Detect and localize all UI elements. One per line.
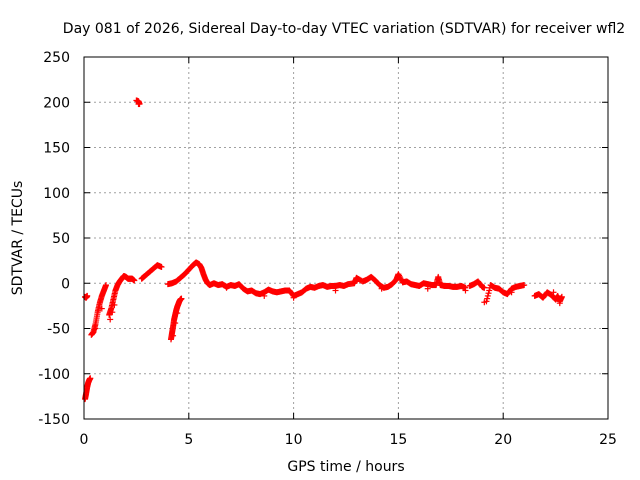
data-point — [261, 292, 268, 299]
x-tick-label: 5 — [184, 432, 193, 448]
data-point — [554, 294, 561, 301]
y-tick-label: -50 — [47, 322, 70, 338]
data-point — [484, 295, 491, 302]
x-tick-label: 20 — [494, 432, 512, 448]
points-layer — [82, 97, 565, 403]
x-tick-label: 25 — [599, 432, 617, 448]
data-point — [424, 285, 431, 292]
data-point — [556, 300, 563, 307]
data-point — [332, 287, 339, 294]
ticks-layer — [83, 56, 609, 420]
data-point — [486, 287, 493, 294]
data-point — [84, 292, 91, 299]
y-tick-label: 200 — [43, 95, 70, 111]
data-point — [550, 289, 557, 296]
y-tick-label: 250 — [43, 50, 70, 66]
y-tick-label: -100 — [38, 367, 70, 383]
data-point — [98, 305, 105, 312]
data-point — [92, 325, 99, 332]
data-point — [396, 272, 403, 279]
data-point — [131, 277, 138, 284]
data-point — [396, 273, 403, 280]
y-axis-label: SDTVAR / TECUs — [10, 181, 26, 296]
data-point — [508, 289, 515, 296]
data-point — [481, 299, 488, 306]
data-point — [558, 293, 565, 300]
data-point — [174, 310, 181, 317]
data-point — [172, 320, 179, 327]
data-point — [462, 287, 469, 294]
x-tick-label: 0 — [80, 432, 89, 448]
y-tick-label: -150 — [38, 412, 70, 428]
data-point — [135, 101, 142, 108]
data-point — [521, 282, 528, 289]
x-axis-label: GPS time / hours — [287, 459, 404, 475]
data-point — [103, 282, 110, 289]
y-tick-label: 0 — [61, 276, 70, 292]
data-point — [109, 309, 116, 316]
data-point — [397, 275, 404, 282]
data-point — [223, 284, 230, 291]
data-point — [481, 284, 488, 291]
data-point — [395, 271, 402, 278]
grid-layer — [84, 57, 608, 419]
tick-labels-layer: 0 5 10 15 20 25 250 200 150 100 50 0 -50 -100 -150 — [38, 50, 617, 448]
x-tick-label: 10 — [285, 432, 303, 448]
data-point — [87, 375, 94, 382]
data-point — [107, 316, 114, 323]
chart-title: Day 081 of 2026, Sidereal Day-to-day VTE… — [63, 21, 625, 37]
data-point — [378, 285, 385, 292]
data-point — [111, 301, 118, 308]
data-point — [484, 292, 491, 299]
x-tick-label: 15 — [389, 432, 407, 448]
y-tick-label: 50 — [52, 231, 70, 247]
y-tick-label: 150 — [43, 141, 70, 157]
data-point — [290, 294, 297, 301]
y-tick-label: 100 — [43, 186, 70, 202]
data-point — [485, 290, 492, 297]
data-point — [170, 332, 177, 339]
data-point — [158, 263, 165, 270]
data-point — [178, 295, 185, 302]
